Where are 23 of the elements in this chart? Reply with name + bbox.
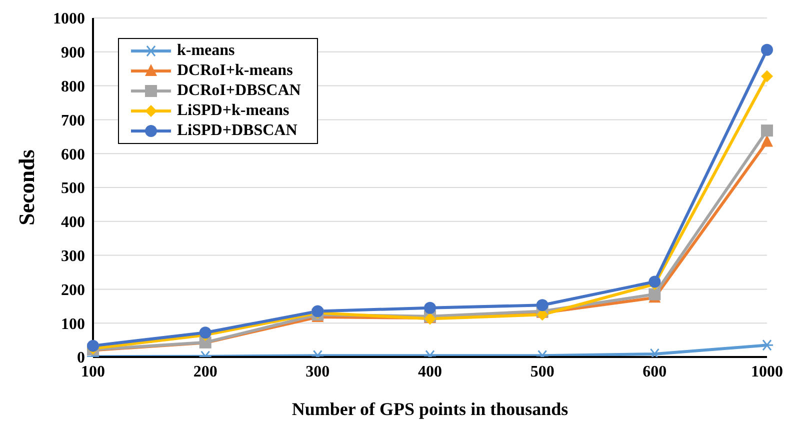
y-tick-label: 400	[61, 214, 85, 232]
x-tick-label: 200	[193, 363, 218, 380]
y-tick-label: 1000	[53, 10, 85, 28]
y-axis-title: Seconds	[14, 149, 39, 226]
y-tick-label: 300	[61, 248, 85, 265]
y-tick-label: 100	[61, 316, 85, 333]
legend-label: LiSPD+DBSCAN	[177, 122, 298, 140]
x-tick-label: 400	[418, 363, 442, 380]
legend-label: LiSPD+k-means	[177, 102, 290, 120]
y-tick-label: 500	[61, 180, 85, 198]
y-tick-label: 900	[61, 44, 85, 62]
legend-label: k-means	[177, 42, 235, 60]
y-tick-label: 200	[61, 282, 85, 299]
x-tick-label: 500	[530, 363, 554, 380]
y-tick-label: 700	[61, 112, 85, 130]
x-tick-label: 1000	[751, 363, 783, 380]
y-tick-label: 600	[61, 146, 85, 164]
x-tick-label: 600	[642, 363, 667, 380]
x-tick-label: 300	[306, 363, 330, 380]
legend-label: DCRoI+DBSCAN	[177, 82, 301, 100]
x-axis-title: Number of GPS points in thousands	[292, 399, 568, 419]
legend-label: DCRoI+k-means	[177, 62, 293, 80]
y-tick-label: 800	[61, 78, 85, 96]
